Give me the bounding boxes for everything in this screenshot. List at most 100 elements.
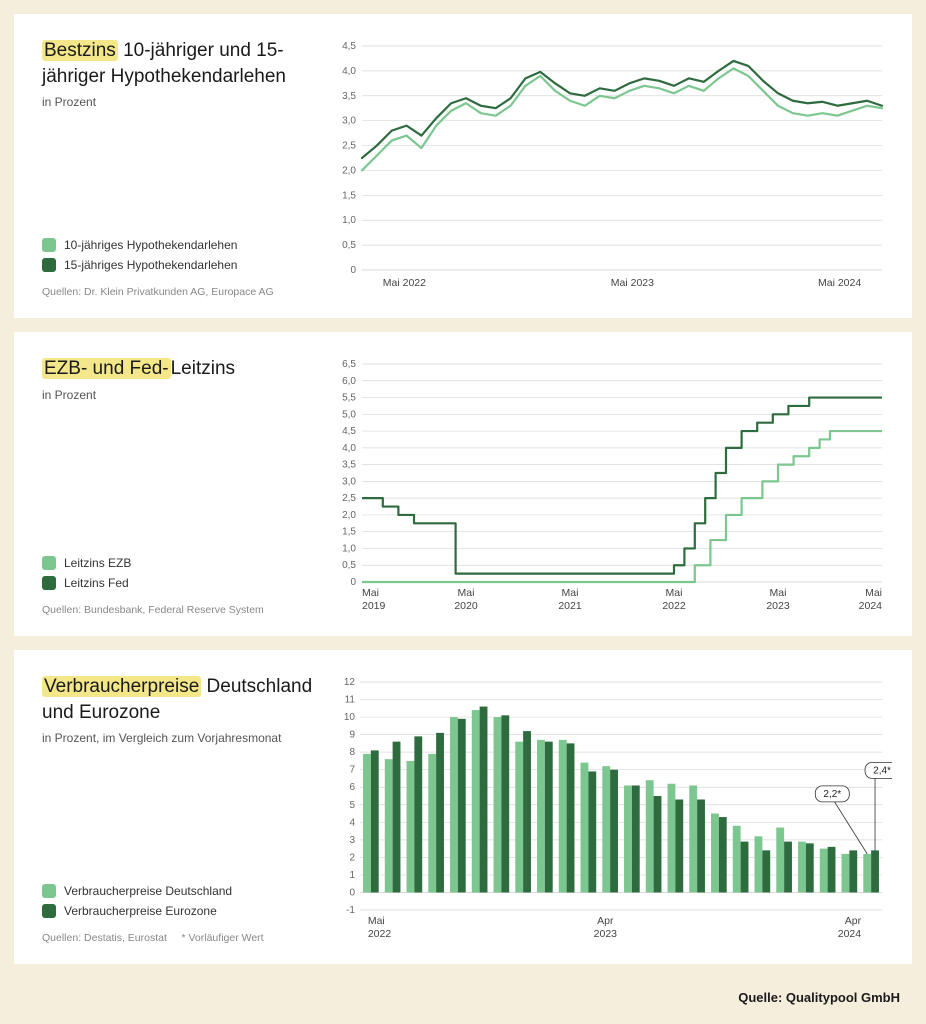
svg-text:2023: 2023 [594,928,618,940]
chart2-source: Quellen: Bundesbank, Federal Reserve Sys… [42,604,322,616]
chart2-subtitle: in Prozent [42,388,322,402]
svg-text:2022: 2022 [662,600,686,612]
svg-text:9: 9 [349,730,355,741]
chart2-plot: 00,51,01,52,02,53,03,54,04,55,05,56,06,5… [332,356,892,616]
chart2-title-rest: Leitzins [171,358,235,379]
panel2-left: EZB- und Fed-Leitzins in Prozent Leitzin… [42,356,322,616]
svg-text:Mai: Mai [770,587,787,599]
chart2-title-highlight: EZB- und Fed- [42,358,171,379]
svg-text:Apr: Apr [597,915,614,927]
chart2-legend: Leitzins EZB Leitzins Fed [42,536,322,596]
svg-text:Mai: Mai [562,587,579,599]
legend-item: Leitzins Fed [42,576,322,590]
svg-text:10: 10 [344,712,356,723]
chart3-source: Quellen: Destatis, Eurostat * Vorläufige… [42,932,322,944]
legend-item: 15-jähriges Hypothekendarlehen [42,258,322,272]
svg-text:Mai: Mai [368,915,385,927]
svg-text:Mai: Mai [458,587,475,599]
svg-text:2: 2 [349,852,355,863]
legend-swatch [42,556,56,570]
legend-swatch [42,238,56,252]
svg-text:3,5: 3,5 [342,91,356,102]
svg-text:8: 8 [349,747,355,758]
svg-text:4,0: 4,0 [342,66,356,77]
chart1-svg: 0 0,5 1,0 1,5 2,0 2,5 3,0 3,5 4,0 4,5 Mai 2022 Mai … [332,38,892,298]
svg-text:4: 4 [349,817,355,828]
legend-item: Leitzins EZB [42,556,322,570]
svg-text:2,4*: 2,4* [873,765,891,776]
svg-text:3,5: 3,5 [342,460,356,471]
legend-label: Verbraucherpreise Deutschland [64,884,232,898]
chart3-footnote: * Vorläufiger Wert [182,932,264,944]
svg-text:0,5: 0,5 [342,560,356,571]
svg-text:4,5: 4,5 [342,41,356,52]
svg-text:2024: 2024 [859,600,883,612]
legend-label: Leitzins Fed [64,576,129,590]
legend-swatch [42,904,56,918]
chart1-subtitle: in Prozent [42,95,322,109]
legend-label: Verbraucherpreise Eurozone [64,904,217,918]
svg-text:0: 0 [350,265,356,276]
svg-text:Mai 2022: Mai 2022 [383,277,426,289]
svg-text:0,5: 0,5 [342,240,356,251]
svg-text:7: 7 [349,765,355,776]
svg-text:2,5: 2,5 [342,141,356,152]
svg-text:Apr: Apr [845,915,862,927]
svg-text:4,0: 4,0 [342,443,356,454]
svg-text:5: 5 [349,800,355,811]
panel-central-bank-rates: EZB- und Fed-Leitzins in Prozent Leitzin… [14,332,912,636]
svg-text:2,2*: 2,2* [823,789,841,800]
svg-text:12: 12 [344,677,356,688]
svg-text:2,0: 2,0 [342,165,356,176]
svg-text:1: 1 [349,870,355,881]
svg-text:2023: 2023 [766,600,790,612]
svg-text:1,5: 1,5 [342,190,356,201]
chart2-title: EZB- und Fed-Leitzins [42,356,322,382]
legend-swatch [42,258,56,272]
legend-label: 15-jähriges Hypothekendarlehen [64,258,237,272]
chart1-title: Bestzins 10-jähriger und 15-jähriger Hyp… [42,38,322,89]
svg-text:6,0: 6,0 [342,376,356,387]
legend-label: 10-jähriges Hypothekendarlehen [64,238,237,252]
svg-text:2022: 2022 [368,928,392,940]
svg-text:Mai: Mai [666,587,683,599]
svg-text:1,0: 1,0 [342,215,356,226]
chart3-plot: -10123456789101112Mai2022Apr2023Apr20242… [332,674,892,944]
svg-text:5,5: 5,5 [342,393,356,404]
svg-text:2,5: 2,5 [342,493,356,504]
chart1-source: Quellen: Dr. Klein Privatkunden AG, Euro… [42,286,322,298]
panel3-left: Verbraucherpreise Deutschland und Eurozo… [42,674,322,944]
panel1-left: Bestzins 10-jähriger und 15-jähriger Hyp… [42,38,322,298]
svg-text:3: 3 [349,835,355,846]
svg-text:11: 11 [345,695,356,706]
svg-text:1,5: 1,5 [342,527,356,538]
svg-text:6: 6 [349,782,355,793]
chart1-title-highlight: Bestzins [42,40,118,61]
chart3-subtitle: in Prozent, im Vergleich zum Vorjahresmo… [42,731,322,745]
legend-label: Leitzins EZB [64,556,131,570]
svg-text:3,0: 3,0 [342,476,356,487]
chart3-legend: Verbraucherpreise Deutschland Verbraucher… [42,864,322,924]
svg-text:2024: 2024 [838,928,862,940]
svg-text:Mai: Mai [865,587,882,599]
svg-text:1,0: 1,0 [342,543,356,554]
chart3-source-text: Quellen: Destatis, Eurostat [42,932,167,944]
chart1-legend: 10-jähriges Hypothekendarlehen 15-jährige… [42,218,322,278]
legend-swatch [42,884,56,898]
svg-text:0: 0 [349,887,355,898]
chart2-svg: 00,51,01,52,02,53,03,54,04,55,05,56,06,5… [332,356,892,616]
panel-consumer-prices: Verbraucherpreise Deutschland und Eurozo… [14,650,912,964]
svg-text:2021: 2021 [558,600,582,612]
legend-item: Verbraucherpreise Eurozone [42,904,322,918]
svg-text:3,0: 3,0 [342,116,356,127]
footer-source: Quelle: Qualitypool GmbH [14,978,912,1009]
svg-text:4,5: 4,5 [342,426,356,437]
svg-text:0: 0 [350,577,356,588]
svg-text:2020: 2020 [454,600,478,612]
chart3-title-highlight: Verbraucherpreise [42,676,201,697]
legend-swatch [42,576,56,590]
panel-mortgage-rates: Bestzins 10-jähriger und 15-jähriger Hyp… [14,14,912,318]
svg-text:Mai 2024: Mai 2024 [818,277,861,289]
chart1-plot: 0 0,5 1,0 1,5 2,0 2,5 3,0 3,5 4,0 4,5 Mai 2022 Mai … [332,38,892,298]
svg-text:2,0: 2,0 [342,510,356,521]
